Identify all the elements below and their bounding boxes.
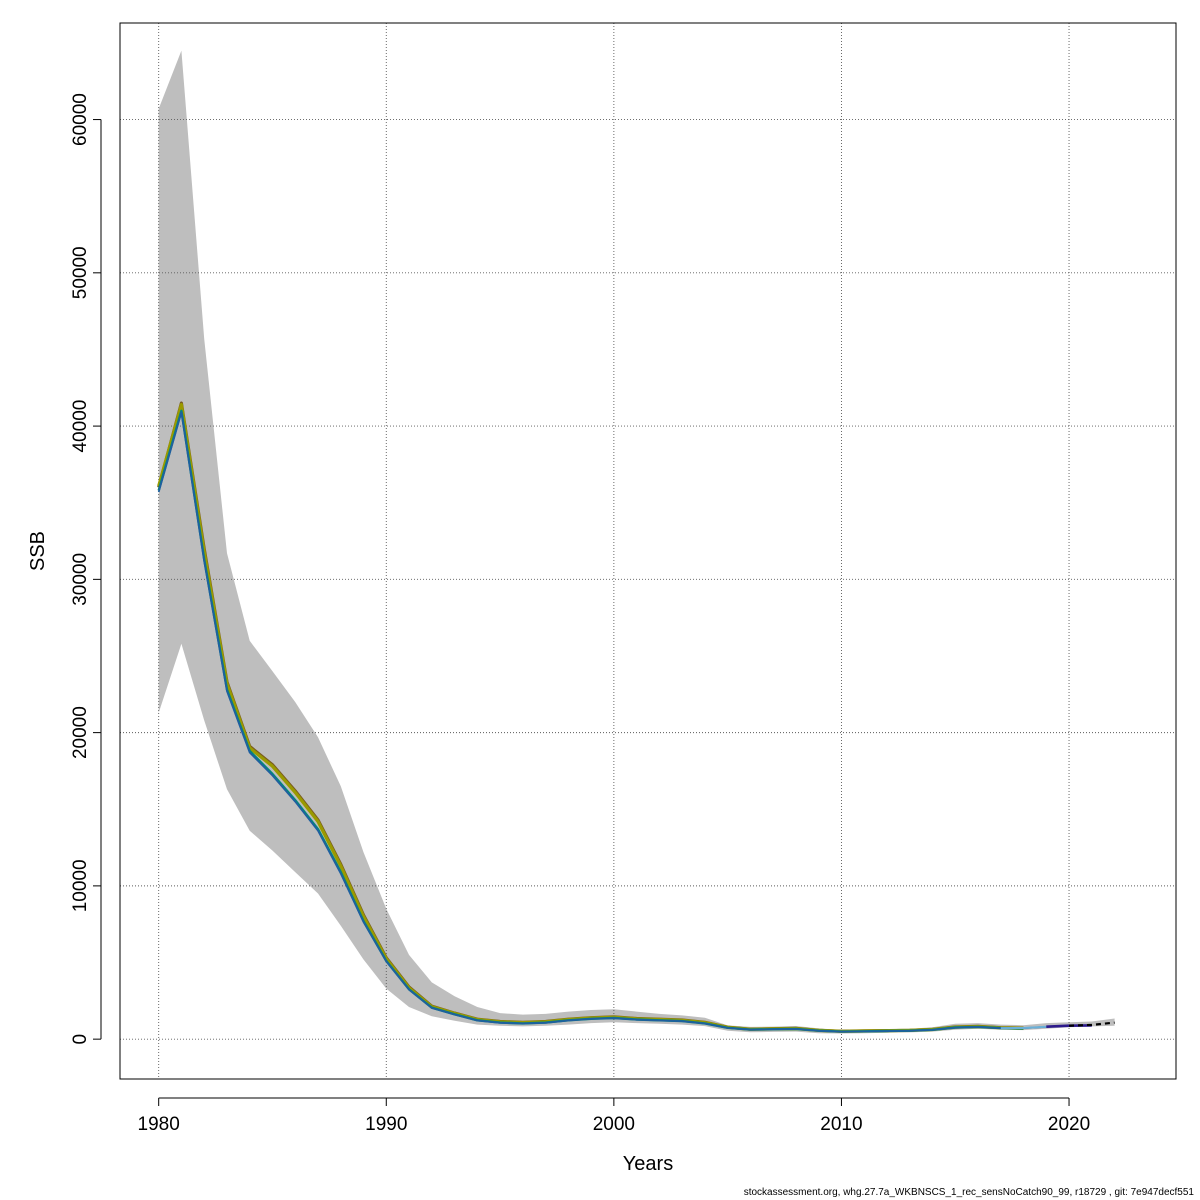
y-tick-label: 50000 xyxy=(70,246,91,299)
series-line-7 xyxy=(1068,1021,1115,1027)
y-tick-label: 30000 xyxy=(70,553,91,606)
footer-source-text: stockassessment.org, whg.27.7a_WKBNSCS_1… xyxy=(743,1187,1194,1198)
x-tick-label: 1980 xyxy=(138,1114,180,1135)
series-line-4 xyxy=(157,411,1047,1033)
y-tick-label: 20000 xyxy=(70,706,91,759)
y-tick-label: 0 xyxy=(70,1034,91,1045)
y-axis-title: SSB xyxy=(27,531,49,571)
plot-frame xyxy=(119,22,1177,1080)
x-tick-label: 2020 xyxy=(1048,1114,1090,1135)
x-tick-label: 2000 xyxy=(593,1114,635,1135)
x-tick-label: 1990 xyxy=(365,1114,407,1135)
x-axis-title: Years xyxy=(623,1153,673,1175)
y-tick-label: 10000 xyxy=(70,859,91,912)
axis-layer: 1980 1990 2000 2010 2020 0 10000 20000 30000 4000… xyxy=(70,93,1090,1135)
grid-layer xyxy=(120,23,1176,1079)
y-tick-label: 40000 xyxy=(70,400,91,453)
y-tick-label: 60000 xyxy=(70,93,91,146)
series-layer xyxy=(157,401,1115,1033)
x-tick-label: 2010 xyxy=(820,1114,862,1135)
